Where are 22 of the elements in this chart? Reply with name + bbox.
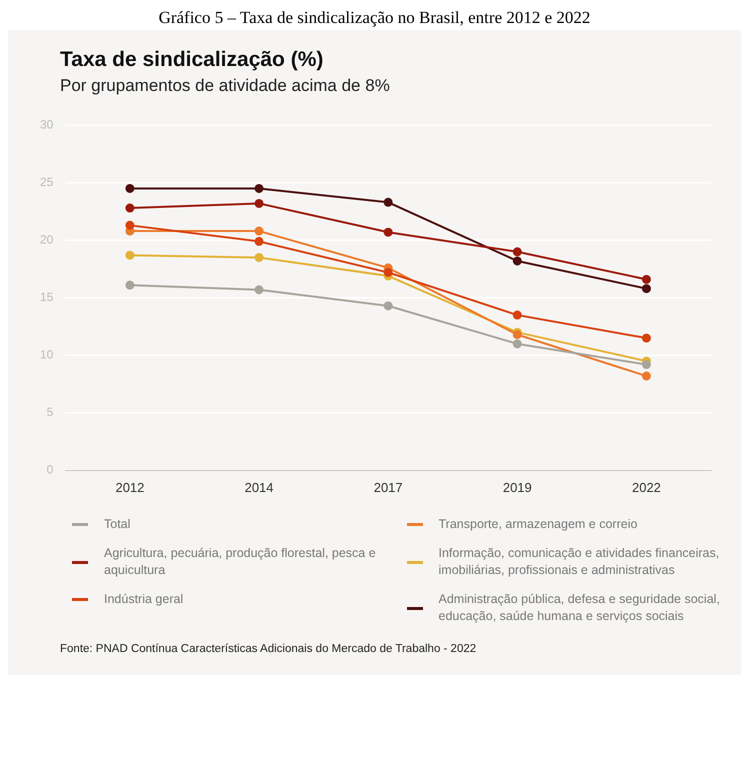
x-tick-label: 2017 [374, 480, 403, 495]
y-tick-label: 15 [40, 290, 54, 304]
legend-label: Informação, comunicação e atividades financeiras, imobiliárias, profissionais e administrativas [438, 545, 720, 579]
chart-subtitle: Por grupamentos de atividade acima de 8% [60, 76, 391, 96]
x-tick-label: 2022 [632, 480, 661, 495]
y-tick-label: 0 [46, 462, 54, 477]
x-tick-label: 2019 [502, 480, 532, 495]
chart-title: Taxa de sindicalização (%) [60, 48, 324, 72]
y-tick-label: 20 [40, 232, 54, 247]
text: Gráfico 5 – Taxa de sindicalização no Brasil, entre 2012 e 2022 [158, 8, 592, 29]
x-tick-label: 2014 [244, 480, 274, 495]
y-tick-label: 25 [40, 175, 54, 190]
legend-label: Agricultura, pecuária, produção florestal, pesca e aquicultura [104, 545, 377, 579]
y-tick-label: 30 [40, 118, 54, 132]
legend-label: Administração pública, defesa e seguridade social, educação, saúde humana e serviços sociais [438, 591, 721, 625]
source-note: Fonte: PNAD Contínua Características Adicionais do Mercado de Trabalho - 2022 [60, 643, 478, 655]
legend-label: Indústria geral [104, 591, 184, 608]
legend-label: Total [104, 516, 130, 533]
y-tick-label: 10 [40, 348, 54, 362]
legend-label: Transporte, armazenagem e correio [438, 516, 638, 533]
y-tick-label: 5 [46, 405, 54, 420]
x-tick-label: 2012 [115, 480, 144, 495]
